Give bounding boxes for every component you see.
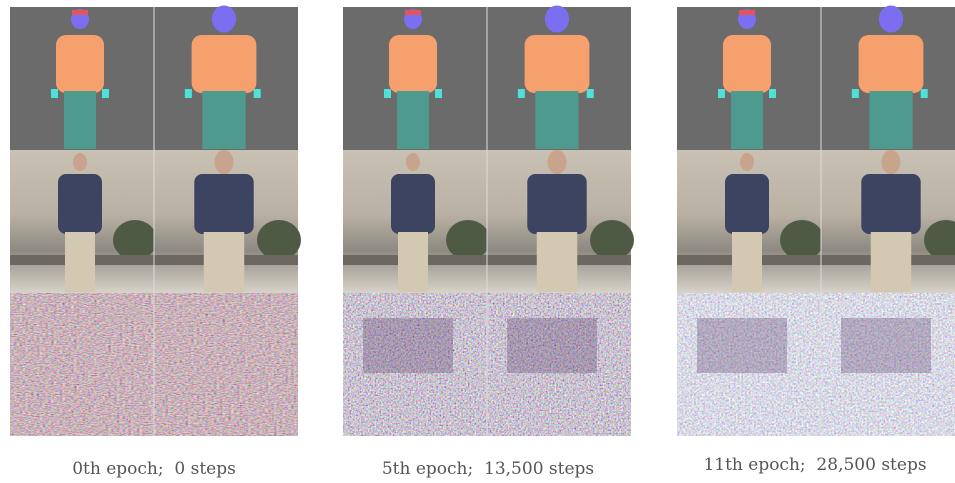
page: 0th epoch; 0 steps 5th epoch; 13,500 ste… <box>0 0 955 483</box>
photo-pants <box>398 232 428 292</box>
seg-legs <box>535 91 578 149</box>
seg-hand <box>435 89 442 98</box>
seg-hair <box>72 10 88 15</box>
photo-head <box>73 153 87 171</box>
seg-hand <box>51 89 58 98</box>
photo-head <box>406 153 420 171</box>
seg-torso <box>192 35 257 93</box>
figure: 0th epoch; 0 steps 5th epoch; 13,500 ste… <box>0 0 955 483</box>
seg-hand <box>852 89 859 98</box>
caption: 11th epoch; 28,500 steps <box>703 455 926 475</box>
photo-sweater <box>527 174 586 234</box>
seg-torso <box>389 35 437 93</box>
seg-torso <box>525 35 590 93</box>
generated-blob <box>697 318 787 373</box>
image-panel <box>343 6 634 437</box>
photo-pants <box>537 232 578 292</box>
caption: 5th epoch; 13,500 steps <box>382 459 594 479</box>
seg-hand <box>718 89 725 98</box>
photo-sweater <box>861 174 920 234</box>
photo-pants <box>732 232 762 292</box>
seg-hair <box>739 10 755 15</box>
photo-bush <box>446 220 490 260</box>
seg-hand <box>102 89 109 98</box>
seg-legs <box>64 91 96 149</box>
seg-torso <box>56 35 104 93</box>
seg-hand <box>254 89 261 98</box>
photo-bush <box>780 220 824 260</box>
seg-legs <box>869 91 912 149</box>
seg-hand <box>185 89 192 98</box>
seg-hand <box>921 89 928 98</box>
photo-head <box>548 150 567 174</box>
seg-hand <box>587 89 594 98</box>
seg-hand <box>769 89 776 98</box>
photo-pants <box>204 232 245 292</box>
generated-output <box>154 293 298 436</box>
caption: 0th epoch; 0 steps <box>72 459 236 479</box>
generated-output <box>10 293 154 436</box>
seg-legs <box>397 91 429 149</box>
generated-blob <box>363 318 453 373</box>
photo-sweater <box>391 174 435 234</box>
seg-torso <box>723 35 771 93</box>
photo-bush <box>113 220 157 260</box>
photo-bush <box>257 220 301 260</box>
photo-bush <box>590 220 634 260</box>
photo-head <box>740 153 754 171</box>
seg-hair <box>405 10 421 15</box>
seg-hand <box>518 89 525 98</box>
photo-sweater <box>725 174 769 234</box>
seg-legs <box>731 91 763 149</box>
photo-sweater <box>58 174 102 234</box>
seg-hand <box>384 89 391 98</box>
photo-pants <box>871 232 912 292</box>
seg-head <box>879 6 903 33</box>
seg-head <box>545 6 569 33</box>
seg-torso <box>859 35 924 93</box>
photo-pants <box>65 232 95 292</box>
generated-blob <box>507 318 597 373</box>
seg-head <box>212 6 236 33</box>
photo-head <box>882 150 901 174</box>
seg-legs <box>202 91 245 149</box>
photo-head <box>215 150 234 174</box>
generated-blob <box>841 318 931 373</box>
photo-sweater <box>194 174 253 234</box>
image-panel <box>677 6 955 437</box>
image-panel <box>10 6 301 437</box>
